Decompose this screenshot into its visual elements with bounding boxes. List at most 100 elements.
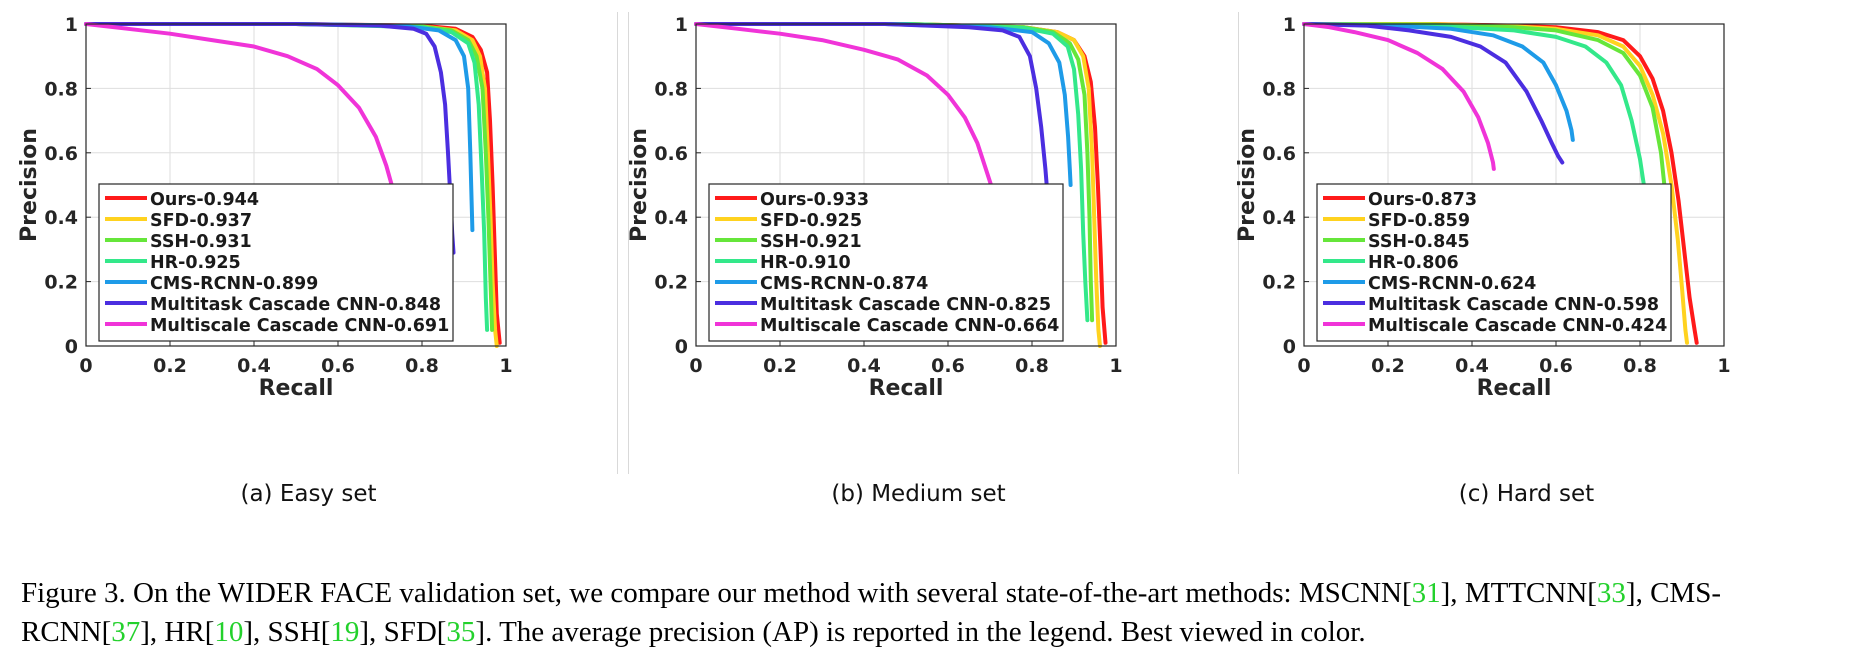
x-tick-label: 0.4 — [1455, 355, 1489, 377]
axes-frame — [1303, 23, 1725, 347]
legend-entry: SSH-0.931 — [150, 232, 252, 252]
subfigure-caption-hard: (c) Hard set — [1458, 481, 1595, 507]
panel-divider — [628, 12, 629, 474]
citation-link[interactable]: 35 — [446, 616, 476, 648]
legend-box — [98, 183, 454, 342]
x-axis-label: Recall — [259, 376, 334, 401]
y-tick-label: 0 — [65, 336, 78, 358]
legend-entry: CMS-RCNN-0.624 — [1368, 274, 1536, 294]
caption-method-ref: MSCNN[ — [1298, 577, 1412, 609]
x-tick-label: 0.8 — [1015, 355, 1049, 377]
figure-caption-lead: Figure 3. On the WIDER FACE validation s… — [21, 577, 1299, 609]
x-tick-label: 0 — [689, 355, 702, 377]
x-tick-label: 0.6 — [1539, 355, 1573, 377]
y-tick-label: 0.2 — [1262, 272, 1296, 294]
x-tick-label: 0.2 — [763, 355, 797, 377]
series-line — [694, 22, 1053, 216]
y-tick-label: 0 — [1283, 336, 1296, 358]
x-tick-label: 0 — [79, 355, 92, 377]
citation-link[interactable]: 10 — [214, 616, 244, 648]
caption-punctuation: ], — [140, 616, 165, 648]
legend-entry: Multiscale Cascade CNN-0.664 — [760, 316, 1059, 336]
panel-divider — [617, 12, 618, 474]
subfigure-caption-medium: (b) Medium set — [831, 481, 1006, 507]
x-tick-label: 0.4 — [237, 355, 271, 377]
figure-panels: 0 0.2 0.4 0.6 0.8 1 0 0.2 0.4 0.6 0.8 1 Recall Precis… — [0, 0, 1731, 520]
y-axis-label: Precision — [17, 128, 42, 242]
caption-punctuation: ], — [359, 616, 384, 648]
chart-medium-svg: 0 0.2 0.4 0.6 0.8 1 0 0.2 0.4 0.6 0.8 1 Recall Precis… — [627, 14, 1123, 401]
legend-entry: Multitask Cascade CNN-0.825 — [760, 295, 1051, 315]
series-line — [1302, 22, 1565, 165]
caption-method-ref: HR[ — [164, 616, 215, 648]
chart-hard-svg: 0 0.2 0.4 0.6 0.8 1 0 0.2 0.4 0.6 0.8 1 Recall Precis… — [1235, 14, 1731, 401]
series-line — [694, 22, 997, 197]
y-tick-label: 0.6 — [654, 143, 688, 165]
y-tick-label: 0.4 — [44, 207, 78, 229]
legend-entry: SSH-0.845 — [1368, 232, 1470, 252]
x-tick-label: 1 — [499, 355, 512, 377]
y-tick-label: 0.8 — [654, 78, 688, 100]
legend-entry: Ours-0.933 — [760, 190, 869, 210]
citation-link[interactable]: 19 — [330, 616, 360, 648]
axes-frame — [85, 23, 507, 347]
legend-entry: SFD-0.925 — [760, 211, 862, 231]
x-tick-label: 0.2 — [153, 355, 187, 377]
y-tick-label: 1 — [65, 14, 78, 36]
x-tick-label: 0.6 — [931, 355, 965, 377]
citation-link[interactable]: 33 — [1596, 577, 1626, 609]
subfigure-caption-easy: (a) Easy set — [240, 481, 377, 507]
y-tick-label: 0.2 — [44, 272, 78, 294]
y-tick-label: 1 — [1283, 14, 1296, 36]
caption-punctuation: ], — [1625, 577, 1651, 609]
chart-easy-svg: 0 0.2 0.4 0.6 0.8 1 0 0.2 0.4 0.6 0.8 1 Recall Precis… — [17, 14, 513, 401]
caption-punctuation: ], — [243, 616, 268, 648]
legend-entry: Ours-0.944 — [150, 190, 259, 210]
x-tick-label: 0.4 — [847, 355, 881, 377]
legend-entry: Multitask Cascade CNN-0.598 — [1368, 295, 1659, 315]
y-tick-label: 0 — [675, 336, 688, 358]
caption-method-ref: CMS-RCNN[ — [21, 577, 1722, 648]
x-tick-label: 0.8 — [405, 355, 439, 377]
x-axis-label: Recall — [869, 376, 944, 401]
citation-link[interactable]: 37 — [111, 616, 141, 648]
legend-entry: CMS-RCNN-0.874 — [760, 274, 928, 294]
legend-entry: HR-0.806 — [1368, 253, 1459, 273]
citation-link[interactable]: 31 — [1411, 577, 1441, 609]
x-tick-label: 0.6 — [321, 355, 355, 377]
y-axis-label: Precision — [627, 128, 652, 242]
legend-box — [1316, 183, 1672, 342]
legend-entry: SSH-0.921 — [760, 232, 862, 252]
y-tick-label: 0.8 — [1262, 78, 1296, 100]
legend-entry: SFD-0.859 — [1368, 211, 1470, 231]
y-tick-label: 0.4 — [654, 207, 688, 229]
series-line — [1302, 22, 1575, 142]
x-tick-label: 0.8 — [1623, 355, 1657, 377]
y-axis-label: Precision — [1235, 128, 1260, 242]
caption-method-ref: MTTCNN[ — [1464, 577, 1597, 609]
x-tick-label: 0 — [1297, 355, 1310, 377]
y-tick-label: 0.8 — [44, 78, 78, 100]
figure-caption-tail: The average precision (AP) is reported i… — [499, 616, 1366, 648]
y-tick-label: 1 — [675, 14, 688, 36]
caption-method-ref: SFD[ — [383, 616, 447, 648]
x-tick-label: 1 — [1717, 355, 1730, 377]
y-tick-label: 0.6 — [44, 143, 78, 165]
figure-caption: Figure 3. On the WIDER FACE validation s… — [21, 574, 1841, 652]
figure-caption-citations: MSCNN[31], MTTCNN[33], CMS-RCNN[37], HR[… — [21, 577, 1721, 648]
series-line — [1302, 22, 1496, 171]
x-axis-label: Recall — [1477, 376, 1552, 401]
legend-entry: SFD-0.937 — [150, 211, 252, 231]
legend-box — [708, 183, 1064, 342]
legend-entry: Ours-0.873 — [1368, 190, 1477, 210]
chart-panel-medium: 0 0.2 0.4 0.6 0.8 1 0 0.2 0.4 0.6 0.8 1 Recall Precis… — [610, 0, 1227, 520]
x-tick-label: 1 — [1109, 355, 1122, 377]
series-line — [84, 22, 397, 197]
legend-entry: CMS-RCNN-0.899 — [150, 274, 318, 294]
chart-panel-easy: 0 0.2 0.4 0.6 0.8 1 0 0.2 0.4 0.6 0.8 1 Recall Precis… — [0, 0, 617, 520]
y-tick-label: 0.4 — [1262, 207, 1296, 229]
legend-entry: HR-0.910 — [760, 253, 851, 273]
y-tick-label: 0.2 — [654, 272, 688, 294]
legend-entry: Multiscale Cascade CNN-0.691 — [150, 316, 449, 336]
legend-entry: Multitask Cascade CNN-0.848 — [150, 295, 441, 315]
